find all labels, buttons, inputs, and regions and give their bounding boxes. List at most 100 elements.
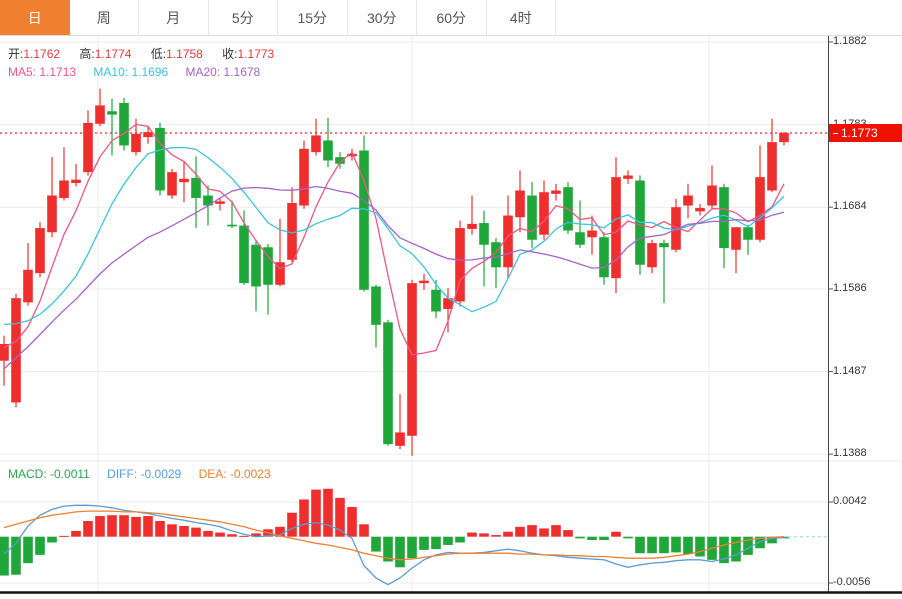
- macd-bar-down: [383, 536, 393, 562]
- macd-bar-down: [671, 536, 681, 553]
- tab-label: 30分: [366, 9, 397, 26]
- macd-bar-down: [0, 536, 9, 576]
- ma20-layer: [3, 185, 785, 370]
- candle-up: [131, 133, 141, 153]
- macd-bar-up: [335, 497, 345, 537]
- macd-bar-up: [563, 530, 573, 537]
- ma5-label: MA5:: [8, 65, 37, 79]
- tab-30min[interactable]: 30分: [348, 0, 417, 35]
- macd-bar-down: [695, 536, 705, 557]
- ohlc-info-row: 开:1.1762 高:1.1774 低:1.1758 收:1.1773: [8, 45, 290, 62]
- macd-bar-up: [191, 527, 201, 537]
- macd-bar-up: [227, 534, 237, 537]
- current-price-value: 1.1773: [841, 126, 878, 140]
- candle-up: [395, 432, 405, 446]
- price-tick-label: 1.1882: [833, 35, 867, 47]
- dea-line: [3, 510, 785, 561]
- tab-week[interactable]: 周: [70, 0, 139, 35]
- macd-bar-down: [395, 536, 405, 568]
- ma20-value: 1.1678: [223, 65, 261, 79]
- low-label: 低:: [150, 47, 167, 61]
- macd-bar-down: [371, 536, 381, 552]
- macd-bar-up: [503, 531, 513, 537]
- candle-down: [575, 232, 585, 245]
- macd-bar-up: [347, 506, 357, 537]
- candle-up: [0, 344, 9, 361]
- tab-label: 周: [96, 9, 111, 26]
- candle-up: [443, 298, 453, 309]
- candle-up: [179, 178, 189, 183]
- macd-bar-down: [623, 536, 633, 539]
- macd-bar-up: [551, 525, 561, 537]
- macd-bar-down: [599, 536, 609, 541]
- ma5-value: 1.1713: [39, 65, 77, 79]
- macd-bar-up: [539, 528, 549, 537]
- candle-down: [659, 243, 669, 248]
- candle-down: [359, 150, 369, 290]
- macd-bar-up: [359, 524, 369, 537]
- ma10-label: MA10:: [93, 65, 129, 79]
- macd-bar-down: [767, 536, 777, 544]
- tab-label: 4时: [509, 9, 532, 26]
- candle-down: [263, 247, 273, 285]
- candle-down: [431, 289, 441, 312]
- candle-down: [239, 225, 249, 284]
- candle-up: [611, 177, 621, 279]
- tab-day[interactable]: 日: [0, 0, 70, 35]
- ma20-label: MA20:: [185, 65, 221, 79]
- candle-up: [83, 122, 93, 173]
- tab-60min[interactable]: 60分: [417, 0, 487, 35]
- candle-up: [455, 228, 465, 302]
- macd-bar-up: [131, 516, 141, 537]
- candle-up: [695, 208, 705, 212]
- macd-bar-down: [47, 536, 57, 543]
- macd-bar-up: [611, 531, 621, 537]
- macd-bar-up: [203, 530, 213, 537]
- price-tick-label: 1.1388: [833, 447, 867, 459]
- tab-label: 5分: [231, 9, 254, 26]
- macd-bar-up: [491, 535, 501, 537]
- macd-bar-up: [479, 533, 489, 537]
- candle-down: [599, 237, 609, 278]
- tab-label: 月: [166, 9, 181, 26]
- candle-down: [371, 286, 381, 325]
- current-price-marker: 1.1773: [829, 124, 902, 142]
- tab-4hour[interactable]: 4时: [487, 0, 556, 35]
- macd-bar-up: [251, 533, 261, 537]
- macd-bar-up: [467, 532, 477, 537]
- candle-down: [227, 224, 237, 227]
- price-tick-label: 1.1684: [833, 200, 867, 212]
- ma5-line: [3, 123, 785, 356]
- candle-up: [71, 179, 81, 184]
- timeframe-tabbar: 日 周 月 5分 15分 30分 60分 4时: [0, 0, 902, 36]
- macd-bar-up: [107, 515, 117, 537]
- macd-bar-down: [419, 536, 429, 550]
- macd-bar-down: [575, 536, 585, 539]
- candle-up: [143, 132, 153, 138]
- candle-up: [347, 153, 357, 157]
- macd-bar-down: [659, 536, 669, 554]
- macd-bar-up: [287, 512, 297, 537]
- candle-down: [383, 322, 393, 445]
- tab-15min[interactable]: 15分: [278, 0, 348, 35]
- ma-info-row: MA5: 1.1713 MA10: 1.1696 MA20: 1.1678: [8, 65, 274, 79]
- candle-up: [59, 180, 69, 199]
- dea-layer: [3, 510, 785, 561]
- tab-5min[interactable]: 5分: [209, 0, 278, 35]
- candle-up: [275, 262, 285, 285]
- macd-bar-up: [95, 516, 105, 537]
- candle-up: [47, 195, 57, 233]
- macd-bar-down: [755, 536, 765, 549]
- close-label: 收:: [222, 47, 238, 61]
- tab-month[interactable]: 月: [139, 0, 209, 35]
- macd-bar-down: [443, 536, 453, 545]
- axis-layer: [0, 36, 902, 594]
- macd-bar-up: [179, 525, 189, 537]
- candle-up: [767, 142, 777, 191]
- macd-bar-down: [647, 536, 657, 554]
- macd-bar-up: [239, 535, 249, 537]
- candle-down: [107, 111, 117, 115]
- candle-up: [299, 148, 309, 206]
- candle-up: [779, 132, 789, 143]
